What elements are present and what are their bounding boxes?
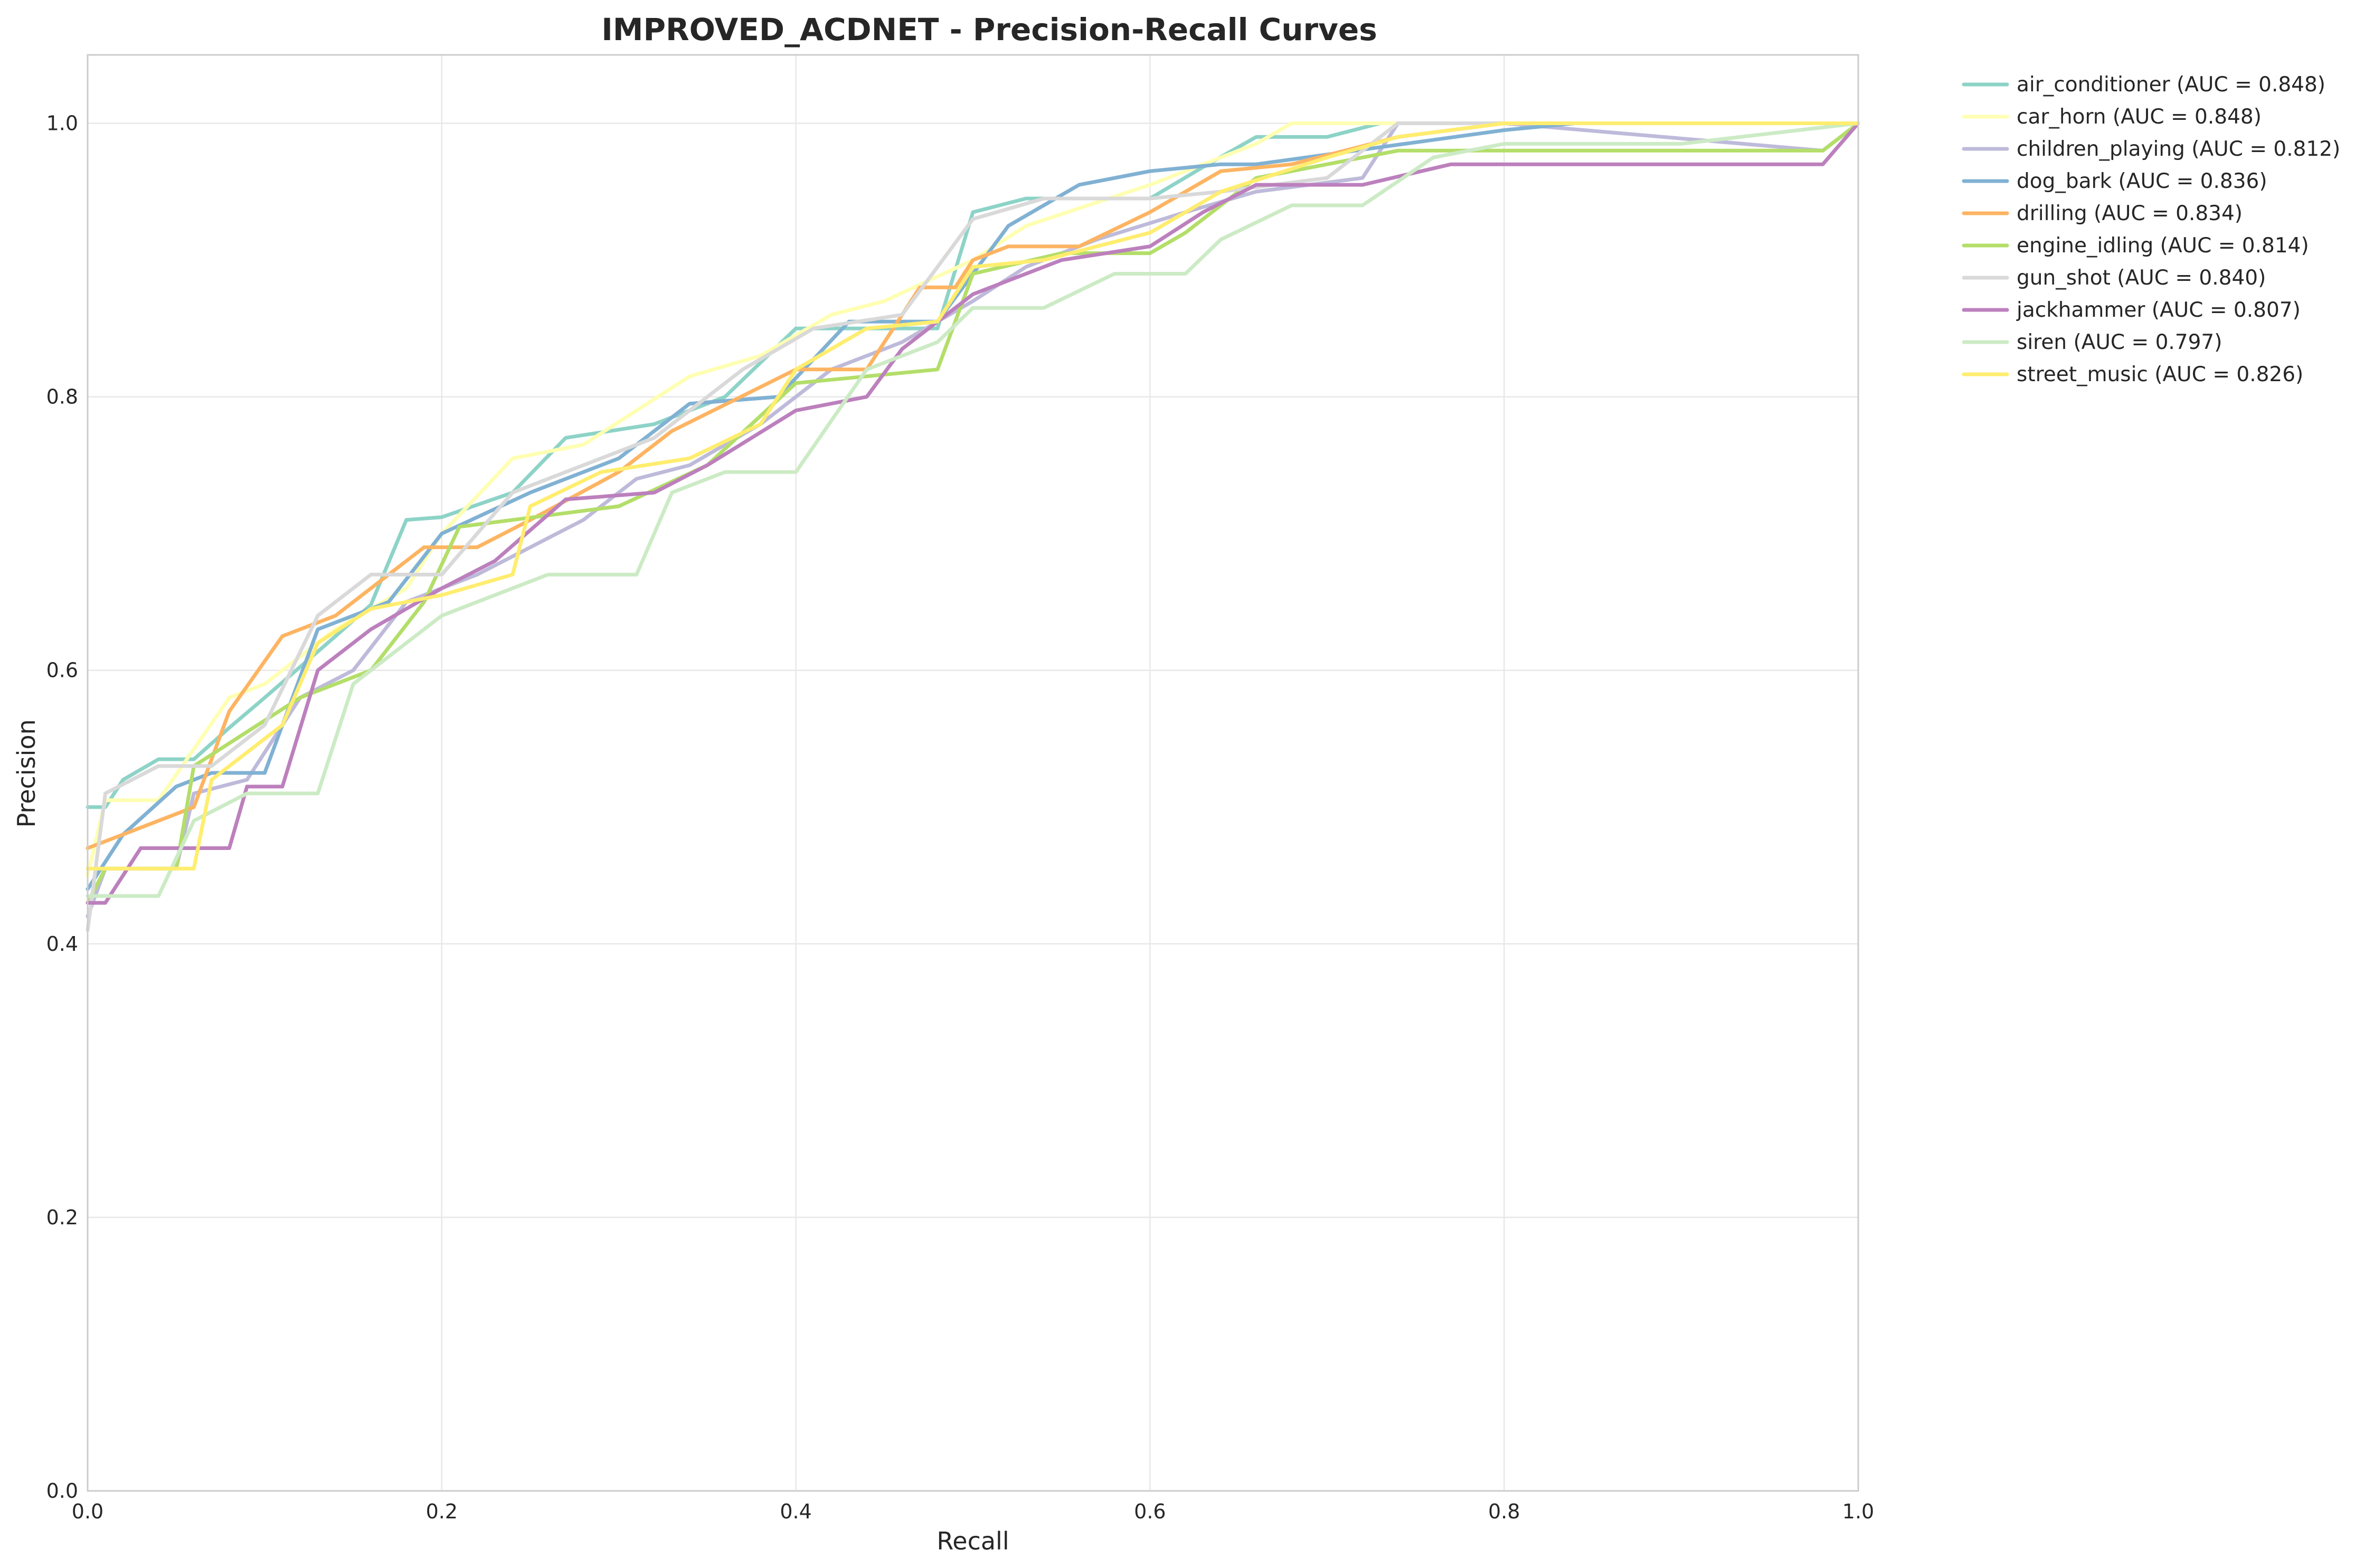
grid-lines <box>87 55 1859 1492</box>
x-tick-label: 1.0 <box>1842 1500 1874 1523</box>
series-line-3 <box>86 121 1860 891</box>
y-tick-label: 1.0 <box>46 112 78 135</box>
y-tick-label: 0.6 <box>46 659 78 682</box>
legend: air_conditioner (AUC = 0.848) car_horn (A… <box>1962 73 2340 386</box>
x-tick-label: 0.6 <box>1134 1500 1166 1523</box>
x-tick-label: 0.0 <box>72 1500 103 1523</box>
chart-title: IMPROVED_ACDNET - Precision-Recall Curve… <box>601 12 1377 48</box>
series-line-5 <box>86 121 1860 905</box>
legend-entry: gun_shot (AUC = 0.840) <box>2017 266 2266 290</box>
series-line-8 <box>86 121 1860 898</box>
x-tick-label: 0.4 <box>780 1500 811 1523</box>
series-line-9 <box>86 121 1860 871</box>
series-line-6 <box>86 121 1860 932</box>
legend-entry: engine_idling (AUC = 0.814) <box>2017 234 2309 258</box>
legend-entry: dog_bark (AUC = 0.836) <box>2017 169 2267 193</box>
series-line-2 <box>86 121 1860 919</box>
legend-entry: siren (AUC = 0.797) <box>2017 330 2222 354</box>
y-tick-label: 0.2 <box>46 1206 78 1229</box>
series-line-1 <box>86 121 1860 877</box>
x-tick-label: 0.2 <box>426 1500 458 1523</box>
x-axis-label: Recall <box>937 1527 1009 1555</box>
series-lines <box>86 121 1860 932</box>
series-line-0 <box>86 121 1860 809</box>
legend-entry: street_music (AUC = 0.826) <box>2017 363 2303 386</box>
legend-entry: car_horn (AUC = 0.848) <box>2017 105 2262 129</box>
legend-entry: jackhammer (AUC = 0.807) <box>2016 298 2301 322</box>
legend-entry: air_conditioner (AUC = 0.848) <box>2017 73 2325 97</box>
y-tick-label: 0.8 <box>46 385 78 409</box>
legend-entry: drilling (AUC = 0.834) <box>2017 202 2243 225</box>
x-tick-label: 0.8 <box>1488 1500 1520 1523</box>
series-line-7 <box>86 121 1860 905</box>
plot-frame <box>87 54 1859 1492</box>
series-line-4 <box>86 121 1860 850</box>
tick-labels: 0.0 0.2 0.4 0.6 0.8 1.0 0.0 0.2 0.4 0.6 0.8 1.0 <box>46 112 1875 1523</box>
y-axis-label: Precision <box>12 719 41 827</box>
y-tick-label: 0.0 <box>46 1479 78 1503</box>
legend-entry: children_playing (AUC = 0.812) <box>2017 137 2340 161</box>
y-tick-label: 0.4 <box>46 932 78 956</box>
